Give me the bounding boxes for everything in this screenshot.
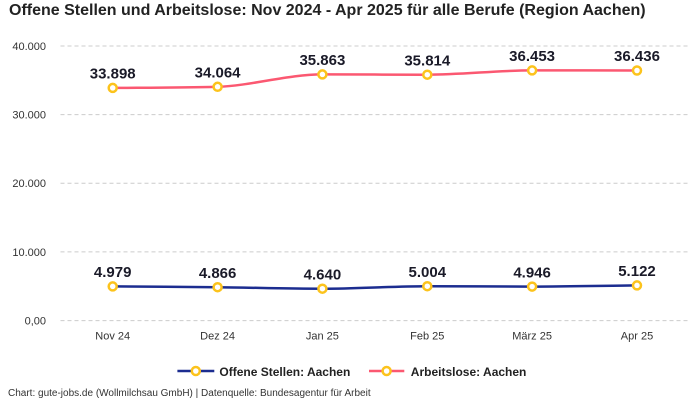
svg-text:Apr 25: Apr 25 bbox=[621, 330, 653, 342]
svg-text:Dez 24: Dez 24 bbox=[200, 330, 235, 342]
svg-text:35.863: 35.863 bbox=[299, 52, 345, 69]
svg-text:Feb 25: Feb 25 bbox=[410, 330, 444, 342]
svg-text:35.814: 35.814 bbox=[404, 52, 451, 69]
svg-text:Offene Stellen und Arbeitslose: Offene Stellen und Arbeitslose: Nov 2024… bbox=[9, 2, 646, 19]
svg-text:10.000: 10.000 bbox=[12, 247, 46, 259]
svg-text:33.898: 33.898 bbox=[90, 66, 136, 83]
svg-text:4.979: 4.979 bbox=[94, 264, 132, 281]
svg-text:Nov 24: Nov 24 bbox=[95, 330, 130, 342]
svg-text:0,00: 0,00 bbox=[25, 316, 46, 328]
svg-text:Arbeitslose: Aachen: Arbeitslose: Aachen bbox=[411, 365, 527, 379]
svg-text:4.866: 4.866 bbox=[199, 265, 237, 282]
svg-text:30.000: 30.000 bbox=[12, 110, 46, 122]
svg-text:36.453: 36.453 bbox=[509, 48, 555, 65]
svg-text:5.122: 5.122 bbox=[618, 263, 656, 280]
svg-text:4.946: 4.946 bbox=[513, 264, 551, 281]
svg-text:34.064: 34.064 bbox=[195, 65, 242, 82]
svg-text:4.640: 4.640 bbox=[304, 266, 342, 283]
svg-text:40.000: 40.000 bbox=[12, 41, 46, 53]
svg-text:März 25: März 25 bbox=[512, 330, 552, 342]
svg-text:36.436: 36.436 bbox=[614, 48, 660, 65]
svg-text:20.000: 20.000 bbox=[12, 178, 46, 190]
svg-text:Jan 25: Jan 25 bbox=[306, 330, 339, 342]
svg-text:Chart: gute-jobs.de (Wollmilch: Chart: gute-jobs.de (Wollmilchsau GmbH) … bbox=[8, 388, 371, 399]
svg-text:Offene Stellen: Aachen: Offene Stellen: Aachen bbox=[219, 365, 350, 379]
svg-text:5.004: 5.004 bbox=[409, 264, 447, 281]
